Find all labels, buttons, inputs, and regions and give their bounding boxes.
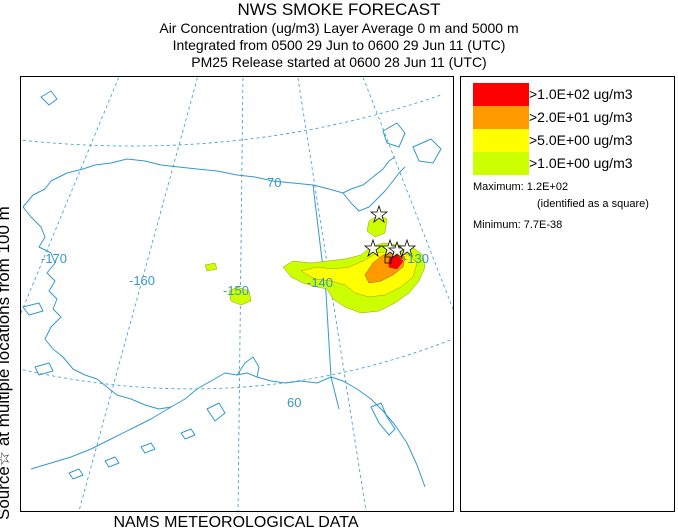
island-nunivak [34, 362, 54, 376]
plume-band-1-west [228, 286, 252, 306]
legend-row-5: >5.0E+00 ug/m3 [473, 129, 673, 152]
coastline [22, 90, 442, 488]
source-star-icon [369, 204, 389, 224]
south-coast [170, 372, 426, 488]
plume-band-1-speck [204, 262, 218, 272]
lat-label-70: 70 [267, 175, 281, 190]
longitude-line-170 [21, 77, 120, 314]
subtitle-release: PM25 Release started at 0600 28 Jun 11 (… [191, 54, 487, 70]
minimum-value: Minimum: 7.7E-38 [473, 219, 563, 231]
maximum-note: (identified as a square) [537, 198, 649, 210]
legend-label-100: >1.0E+02 ug/m3 [529, 86, 633, 102]
inlet-cook [236, 356, 260, 378]
maximum-value: Maximum: 1.2E+02 [473, 181, 569, 193]
canada-north-coast [342, 166, 406, 212]
west-coast [22, 206, 172, 410]
plume-band-4 [388, 254, 404, 270]
lon-label-170: -170 [41, 251, 67, 266]
alaska-peninsula [30, 406, 172, 470]
island-north-1 [40, 90, 58, 106]
island-kodiak [206, 402, 226, 422]
legend-row-20: >2.0E+01 ug/m3 [473, 106, 673, 129]
source-star-icon [397, 238, 417, 258]
north-coast [22, 156, 396, 208]
data-source-footer: NAMS METEOROLOGICAL DATA [113, 514, 359, 531]
island-chain-1 [180, 428, 196, 440]
legend-row-100: >1.0E+02 ug/m3 [473, 83, 673, 106]
lon-label-140: -140 [307, 275, 333, 290]
island-victoria [412, 138, 442, 164]
source-markers [363, 204, 417, 260]
source-star-icon [363, 238, 383, 258]
legend-swatch-1 [473, 152, 529, 175]
graticule-labels: 70 60 -170 -160 -150 -140 -130 [41, 175, 429, 410]
subtitle-integration: Integrated from 0500 29 Jun to 0600 29 J… [172, 37, 506, 53]
island-chain-3 [104, 456, 120, 468]
island-st-lawrence [22, 302, 44, 316]
legend-swatch-100 [473, 83, 529, 106]
legend-swatch-5 [473, 129, 529, 152]
island-banks [382, 122, 406, 148]
legend-label-5: >5.0E+00 ug/m3 [529, 132, 633, 148]
lat-label-60: 60 [287, 395, 301, 410]
island-chain-4 [68, 468, 84, 480]
alaska-map: 70 60 -170 -160 -150 -140 -130 [21, 77, 453, 511]
canada-border [312, 184, 340, 410]
longitude-line-160 [78, 77, 199, 511]
maximum-square-marker [384, 256, 392, 264]
page-title: NWS SMOKE FORECAST [237, 0, 441, 19]
lon-label-160: -160 [129, 273, 155, 288]
island-chain-2 [140, 442, 156, 454]
map-panel: 70 60 -170 -160 -150 -140 -130 [20, 76, 454, 512]
legend-panel: >1.0E+02 ug/m3 >2.0E+01 ug/m3 >5.0E+00 u… [460, 76, 675, 512]
latitude-line-70 [21, 94, 442, 147]
subtitle-concentration: Air Concentration (ug/m3) Layer Average … [159, 20, 519, 36]
smoke-plume [204, 214, 426, 314]
legend-label-1: >1.0E+00 ug/m3 [529, 155, 633, 171]
legend-row-1: >1.0E+00 ug/m3 [473, 152, 673, 175]
lon-label-130: -130 [403, 251, 429, 266]
longitude-line-150 [237, 77, 244, 511]
source-side-label: Source☆ at multiple locations from 100 m [0, 206, 13, 520]
latitude-line-60 [21, 338, 453, 390]
lon-label-150: -150 [223, 283, 249, 298]
panhandle-islands [370, 402, 396, 436]
legend-swatch-20 [473, 106, 529, 129]
legend-label-20: >2.0E+01 ug/m3 [529, 109, 633, 125]
